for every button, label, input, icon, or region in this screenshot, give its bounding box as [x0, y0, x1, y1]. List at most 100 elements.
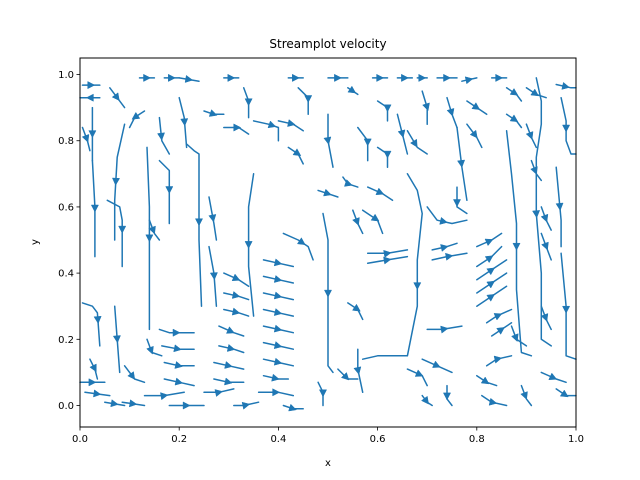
- streamline-arrowhead: [446, 108, 455, 117]
- streamline-arrowhead: [383, 256, 392, 265]
- streamline-arrowhead: [555, 202, 564, 211]
- streamline-arrowhead: [174, 361, 183, 369]
- streamline-arrowhead: [540, 313, 549, 322]
- streamlines: [79, 73, 577, 412]
- streamline-arrowhead: [413, 282, 422, 291]
- streamline-arrowhead: [118, 225, 127, 234]
- streamline-arrowhead: [214, 389, 224, 397]
- streamline-arrowhead: [484, 255, 494, 264]
- streamline-arrowhead: [383, 249, 392, 258]
- streamline: [535, 77, 552, 347]
- streamline-arrowhead: [340, 372, 350, 381]
- streamline-arrowhead: [231, 273, 241, 281]
- streamline-arrowhead: [363, 138, 372, 147]
- streamline-arrowhead: [318, 389, 328, 398]
- streamline-arrowhead: [160, 392, 169, 401]
- streamline-arrowhead: [383, 104, 392, 113]
- x-axis-ticks: 0.0 0.2 0.4 0.6 0.8 1.0: [72, 427, 584, 445]
- x-axis-label: x: [325, 458, 331, 469]
- streamline-arrowhead: [128, 399, 138, 408]
- streamline-arrowhead: [383, 150, 392, 159]
- streamline-arrowhead: [520, 391, 528, 400]
- streamline-arrowhead: [469, 129, 478, 139]
- streamline-arrowhead: [495, 73, 504, 82]
- streamline-arrowhead: [273, 275, 283, 283]
- streamline-arrowhead: [480, 376, 490, 385]
- streamline: [555, 83, 577, 89]
- streamline-arrowhead: [471, 102, 481, 110]
- streamline-arrowhead: [292, 73, 300, 82]
- y-axis-label: y: [30, 239, 41, 245]
- streamline-arrowhead: [145, 234, 154, 243]
- streamline-arrowhead: [174, 377, 184, 386]
- streamline-arrowhead: [376, 73, 385, 82]
- streamline-arrowhead: [287, 119, 296, 127]
- streamline-arrowhead: [509, 114, 519, 123]
- streamline-arrowhead: [509, 88, 519, 96]
- streamline: [505, 130, 533, 357]
- streamline-arrowhead: [443, 73, 452, 82]
- streamline-arrowhead: [422, 102, 430, 112]
- streamline-arrowhead: [347, 85, 357, 94]
- y-tick-label: 0.4: [58, 269, 74, 280]
- streamline-arrowhead: [548, 372, 558, 380]
- streamline-arrowhead: [209, 272, 218, 281]
- streamline-arrowhead: [224, 377, 233, 386]
- streamline-arrowhead: [440, 325, 449, 334]
- streamline-arrowhead: [93, 316, 102, 325]
- streamline-arrowhead: [562, 124, 571, 133]
- streamline: [81, 302, 101, 347]
- streamline-arrowhead: [110, 399, 119, 408]
- streamline: [158, 116, 171, 155]
- streamline-arrowhead: [273, 258, 283, 267]
- streamline-arrowhead: [127, 371, 136, 380]
- streamline-arrowhead: [323, 136, 332, 145]
- streamline-arrowhead: [288, 403, 297, 412]
- streamline-arrowhead: [559, 389, 569, 398]
- streamline-arrowhead: [88, 378, 97, 387]
- streamline-arrowhead: [273, 324, 283, 333]
- streamline-arrowhead: [146, 345, 154, 355]
- streamline-arrowhead: [208, 214, 217, 223]
- streamline: [158, 328, 195, 334]
- streamline-arrowhead: [173, 344, 182, 353]
- x-tick-label: 1.0: [568, 434, 584, 445]
- streamline-arrowhead: [226, 326, 235, 334]
- x-tick-label: 0.4: [270, 434, 286, 445]
- streamline-arrowhead: [440, 244, 449, 252]
- streamline-arrowhead: [334, 73, 342, 82]
- streamline-arrowhead: [540, 213, 549, 223]
- streamline-arrowhead: [397, 129, 406, 139]
- streamline-arrowhead: [486, 293, 496, 302]
- streamline-arrowhead: [90, 204, 99, 213]
- streamline-arrowhead: [143, 73, 152, 82]
- streamline-arrowhead: [401, 73, 409, 82]
- streamline-arrowhead: [272, 388, 281, 397]
- streamline-arrowhead: [273, 357, 283, 366]
- streamline: [178, 96, 188, 149]
- streamline-arrowhead: [511, 333, 519, 343]
- streamline-arrowhead: [353, 366, 362, 375]
- y-tick-label: 1.0: [58, 70, 74, 81]
- streamline-arrowhead: [493, 355, 503, 364]
- streamline-arrowhead: [421, 395, 429, 405]
- streamline-arrowhead: [352, 217, 360, 226]
- streamline-arrowhead: [81, 134, 90, 143]
- streamline-arrowhead: [226, 343, 236, 352]
- streamline-arrowhead: [93, 389, 102, 398]
- streamline-arrowhead: [532, 210, 541, 219]
- streamline-arrowhead: [112, 177, 121, 186]
- y-tick-label: 0.0: [58, 401, 74, 412]
- x-tick-label: 0.0: [72, 434, 88, 445]
- streamline-arrowhead: [488, 397, 498, 406]
- streamline-arrowhead: [352, 303, 361, 312]
- streamline-arrowhead: [493, 313, 503, 321]
- x-tick-label: 0.6: [370, 434, 386, 445]
- streamline-arrowhead: [227, 73, 236, 82]
- streamline: [208, 196, 218, 241]
- streamline-arrowhead: [512, 242, 521, 251]
- streamline-arrowhead: [418, 73, 427, 82]
- streamline-arrowhead: [375, 187, 385, 195]
